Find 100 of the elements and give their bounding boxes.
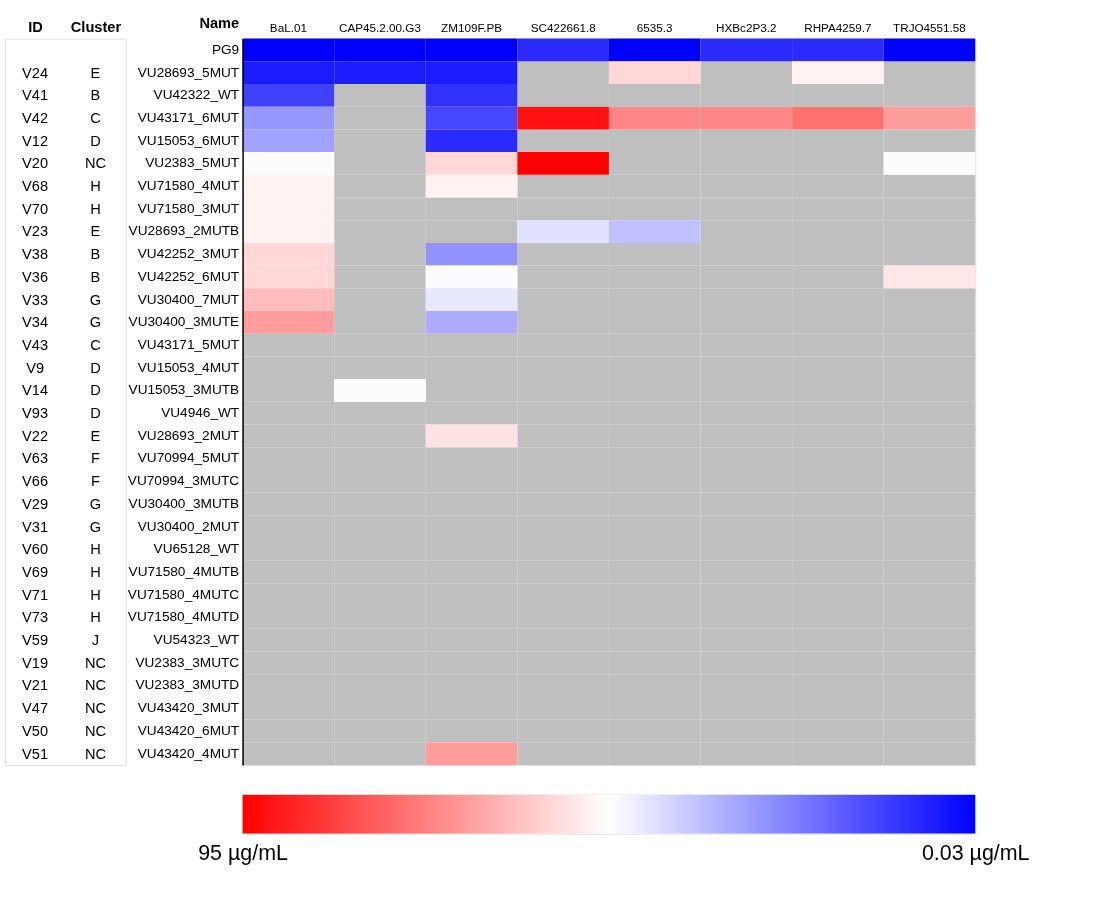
text: NC — [84, 745, 107, 762]
text: V21 — [22, 677, 49, 694]
y-tick-label: VU28693_5MUT — [137, 64, 240, 80]
text: V63 — [22, 450, 49, 467]
y-tick-label: VU42252_3MUT — [137, 246, 240, 262]
text: V51 — [22, 745, 49, 762]
y-tick-label: VU4946_WT — [161, 405, 240, 421]
x-tick-label: TRJO4551.58 — [893, 21, 966, 35]
text: V19 — [22, 654, 49, 671]
text: C — [90, 336, 101, 353]
text: H — [90, 563, 101, 580]
text: V69 — [22, 563, 49, 580]
y-axis-title: Name — [199, 15, 240, 32]
text: G — [89, 291, 102, 308]
text: V33 — [22, 291, 49, 308]
text: V59 — [22, 632, 49, 649]
y-tick-label: VU70994_3MUTC — [127, 473, 240, 489]
text: D — [90, 359, 101, 376]
text: V41 — [22, 87, 49, 104]
text: V42 — [22, 109, 49, 126]
text: H — [90, 178, 101, 195]
text: V43 — [22, 336, 49, 353]
text: H — [90, 541, 101, 558]
text: B — [90, 268, 101, 285]
y-tick-label: VU42252_6MUT — [137, 268, 240, 284]
text: V38 — [22, 246, 49, 263]
y-tick-label: VU15053_6MUT — [137, 132, 240, 148]
text: V71 — [22, 586, 49, 603]
x-tick-label: ZM109F.PB — [441, 21, 503, 35]
text: V47 — [22, 700, 49, 717]
text: G — [89, 314, 102, 331]
x-tick-label: SC422661.8 — [530, 21, 596, 35]
category-label: ID — [28, 19, 43, 36]
y-tick-label: VU2383_5MUT — [145, 155, 240, 171]
y-tick-label: VU2383_3MUTC — [135, 654, 240, 670]
text: V73 — [22, 609, 49, 626]
x-tick-label: 6535.3 — [636, 21, 673, 35]
text: NC — [84, 700, 107, 717]
text: NC — [84, 722, 107, 739]
y-tick-label: VU43420_3MUT — [137, 700, 240, 716]
y-tick-label: VU70994_5MUT — [137, 450, 240, 466]
text: E — [90, 64, 101, 81]
y-tick-label: VU30400_3MUTE — [128, 314, 240, 330]
y-tick-label: VU43420_6MUT — [137, 722, 240, 738]
y-tick-label: VU71580_3MUT — [137, 200, 240, 216]
text: E — [90, 427, 101, 444]
text: B — [90, 87, 101, 104]
text: E — [90, 223, 101, 240]
text: V20 — [22, 155, 49, 172]
text: H — [90, 609, 101, 626]
y-tick-label: VU28693_2MUT — [137, 427, 240, 443]
text: NC — [84, 654, 107, 671]
text: V93 — [22, 405, 49, 422]
text: V70 — [22, 200, 49, 217]
text: V23 — [22, 223, 49, 240]
text: NC — [84, 155, 107, 172]
text: H — [90, 200, 101, 217]
color-bar-label: 95 µg/mL — [198, 841, 289, 866]
x-tick-label: BaL.01 — [269, 21, 307, 35]
color-bar-label: 0.03 µg/mL — [921, 841, 1030, 866]
y-tick-label: VU43171_5MUT — [137, 336, 240, 352]
y-tick-label: VU30400_3MUTB — [128, 495, 240, 511]
x-tick-label: HXBc2P3.2 — [716, 21, 777, 35]
text: D — [90, 132, 101, 149]
text: F — [91, 450, 100, 467]
text: V68 — [22, 178, 49, 195]
text: V60 — [22, 541, 49, 558]
text: V31 — [22, 518, 49, 535]
y-tick-label: PG9 — [211, 41, 240, 57]
text: F — [91, 473, 100, 490]
text: V34 — [22, 314, 49, 331]
y-tick-label: VU71580_4MUTD — [127, 609, 240, 625]
y-tick-label: VU42322_WT — [153, 87, 240, 103]
y-tick-label: VU43420_4MUT — [137, 745, 240, 761]
text: G — [89, 518, 102, 535]
y-tick-label: VU71580_4MUTC — [127, 586, 240, 602]
y-tick-label: VU71580_4MUTB — [128, 563, 240, 579]
x-tick-label: RHPA4259.7 — [804, 21, 872, 35]
y-tick-label: VU2383_3MUTD — [135, 677, 240, 693]
text: G — [89, 495, 102, 512]
text: V50 — [22, 722, 49, 739]
y-tick-label: VU28693_2MUTB — [128, 223, 240, 239]
y-tick-label: VU43171_6MUT — [137, 109, 240, 125]
y-tick-label: VU65128_WT — [153, 541, 240, 557]
text: D — [90, 382, 101, 399]
text: V12 — [22, 132, 49, 149]
text: B — [90, 246, 101, 263]
text: V24 — [22, 64, 49, 81]
text: V14 — [22, 382, 49, 399]
y-tick-label: VU15053_3MUTB — [128, 382, 240, 398]
text: V22 — [22, 427, 49, 444]
text: V29 — [22, 495, 49, 512]
y-tick-label: VU30400_2MUT — [137, 518, 240, 534]
y-tick-label: VU30400_7MUT — [137, 291, 240, 307]
text: H — [90, 586, 101, 603]
text: C — [90, 109, 101, 126]
text: V9 — [26, 359, 45, 376]
category-label: Cluster — [70, 19, 122, 36]
text: D — [90, 405, 101, 422]
text: V36 — [22, 268, 49, 285]
